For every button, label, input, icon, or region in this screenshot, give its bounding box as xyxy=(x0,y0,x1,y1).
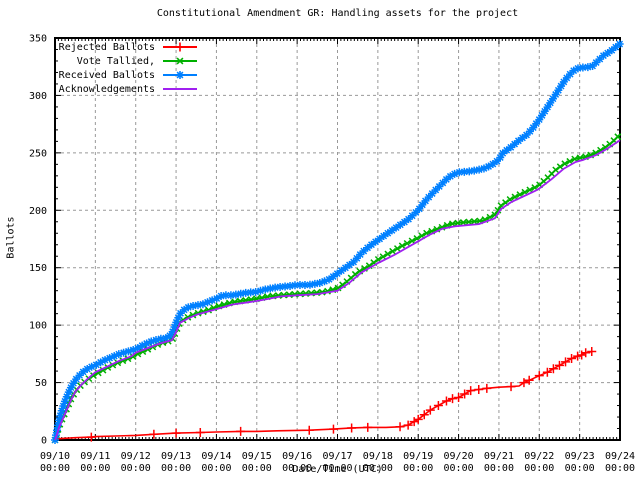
svg-text:09/21: 09/21 xyxy=(484,451,514,462)
legend-sample-cross-marker xyxy=(163,57,197,65)
svg-text:09/18: 09/18 xyxy=(363,451,393,462)
svg-text:09/19: 09/19 xyxy=(403,451,433,462)
svg-text:09/17: 09/17 xyxy=(322,451,352,462)
svg-text:00:00: 00:00 xyxy=(121,463,151,474)
legend-item-rejected-ballots: Rejected Ballots xyxy=(57,40,199,54)
legend-sample-asterisk-marker xyxy=(163,71,197,79)
legend-item-received-ballots: Received Ballots xyxy=(57,68,199,82)
svg-text:00:00: 00:00 xyxy=(322,463,352,474)
svg-text:00:00: 00:00 xyxy=(605,463,635,474)
svg-text:00:00: 00:00 xyxy=(80,463,110,474)
svg-text:09/23: 09/23 xyxy=(565,451,595,462)
legend-label: Received Ballots xyxy=(58,69,155,81)
legend-item-vote-tallied: Vote Tallied, xyxy=(57,54,199,68)
chart-legend: Rejected Ballots Vote Tallied, Received … xyxy=(57,40,199,96)
chart-title: Constitutional Amendment GR: Handling as… xyxy=(156,8,519,19)
svg-text:350: 350 xyxy=(29,34,47,45)
svg-text:09/24: 09/24 xyxy=(605,451,635,462)
svg-text:300: 300 xyxy=(29,91,47,102)
legend-label: Vote Tallied, xyxy=(76,55,155,67)
svg-text:00:00: 00:00 xyxy=(565,463,595,474)
svg-text:00:00: 00:00 xyxy=(363,463,393,474)
legend-label: Acknowledgements xyxy=(58,83,155,95)
legend-sample-plus-marker xyxy=(163,42,197,52)
svg-text:00:00: 00:00 xyxy=(524,463,554,474)
series-rejected-ballots xyxy=(54,347,597,442)
svg-text:00:00: 00:00 xyxy=(242,463,272,474)
svg-text:00:00: 00:00 xyxy=(484,463,514,474)
svg-text:09/14: 09/14 xyxy=(201,451,231,462)
svg-text:00:00: 00:00 xyxy=(161,463,191,474)
series-vote-tallied xyxy=(51,133,622,444)
svg-text:09/12: 09/12 xyxy=(121,451,151,462)
grid-lines xyxy=(54,37,621,441)
svg-text:09/13: 09/13 xyxy=(161,451,191,462)
svg-text:09/15: 09/15 xyxy=(242,451,272,462)
svg-text:00:00: 00:00 xyxy=(40,463,70,474)
svg-text:00:00: 00:00 xyxy=(201,463,231,474)
legend-sample-plain-line xyxy=(163,88,197,90)
svg-text:200: 200 xyxy=(29,206,47,217)
x-axis-label: Date/Time (UTC) xyxy=(292,464,383,475)
series-acknowledgements xyxy=(54,139,621,441)
svg-text:00:00: 00:00 xyxy=(444,463,474,474)
svg-text:09/22: 09/22 xyxy=(524,451,554,462)
svg-text:09/20: 09/20 xyxy=(444,451,474,462)
svg-text:09/11: 09/11 xyxy=(80,451,110,462)
svg-text:00:00: 00:00 xyxy=(403,463,433,474)
tick-labels: 09/1000:0009/1100:0009/1200:0009/1300:00… xyxy=(29,34,635,475)
svg-text:100: 100 xyxy=(29,321,47,332)
svg-text:150: 150 xyxy=(29,263,47,274)
legend-label: Rejected Ballots xyxy=(58,41,155,53)
axis-border-and-ticks xyxy=(54,37,621,441)
svg-text:09/16: 09/16 xyxy=(282,451,312,462)
svg-text:50: 50 xyxy=(35,378,47,389)
svg-text:250: 250 xyxy=(29,148,47,159)
svg-text:0: 0 xyxy=(41,436,47,447)
svg-text:09/10: 09/10 xyxy=(40,451,70,462)
svg-text:00:00: 00:00 xyxy=(282,463,312,474)
series-received-ballots xyxy=(51,40,624,444)
legend-item-acknowledgements: Acknowledgements xyxy=(57,82,199,96)
